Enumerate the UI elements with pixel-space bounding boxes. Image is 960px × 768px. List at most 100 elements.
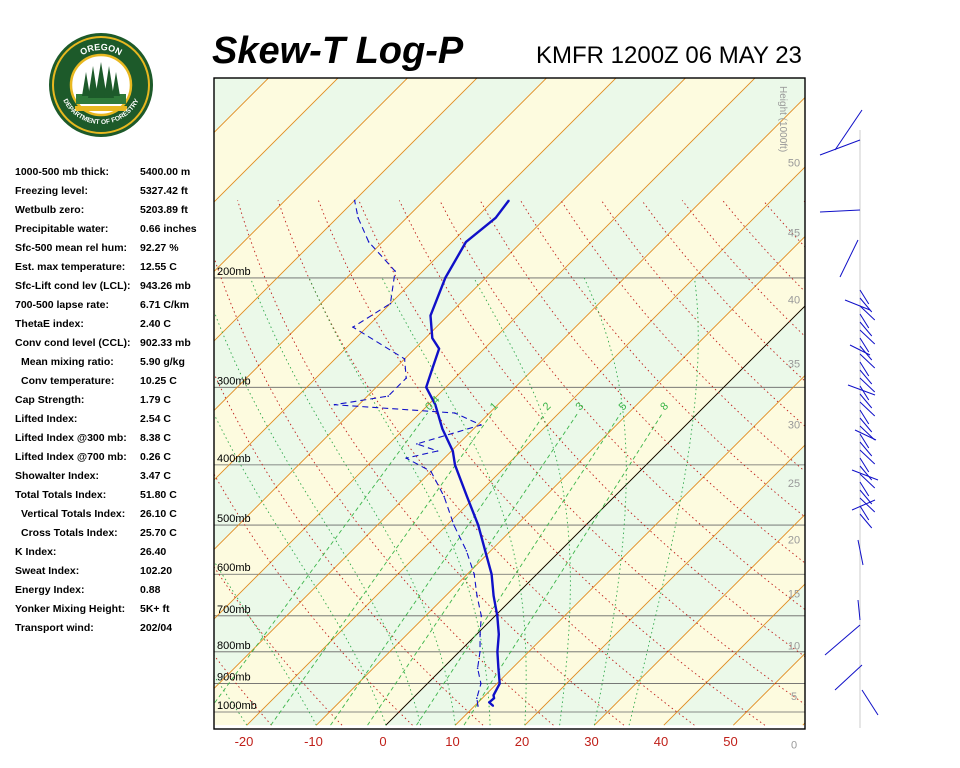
index-label: Energy Index: (15, 584, 85, 596)
pressure-label: 1000mb (217, 700, 257, 712)
dewpoint-point (479, 633, 481, 636)
index-value: 5400.00 m (140, 166, 191, 178)
index-value: 3.47 C (140, 470, 171, 482)
pressure-label: 300mb (217, 375, 251, 387)
temperature-point (431, 337, 434, 339)
wind-barb (859, 361, 870, 377)
index-value: 943.26 mb (140, 280, 191, 292)
dry-adiabat (884, 200, 960, 725)
mixing-ratio-line (330, 412, 546, 726)
dry-adiabat (277, 200, 695, 726)
index-label: 1000-500 mb thick: (15, 166, 109, 178)
temperature-point (498, 633, 500, 636)
index-value: 25.70 C (140, 527, 177, 539)
temperature-point (444, 277, 447, 279)
wind-barb (859, 457, 870, 473)
dry-adiabat (803, 200, 805, 203)
station-time: KMFR 1200Z 06 MAY 23 (536, 42, 802, 69)
index-label: Transport wind: (15, 622, 94, 634)
index-label: Cap Strength: (15, 394, 85, 406)
index-row: Energy Index: 0.88 (15, 584, 215, 603)
index-label: K Index: (15, 546, 57, 558)
height-tick-label: 10 (788, 641, 800, 653)
index-row: Cap Strength: 1.79 C (15, 394, 215, 413)
index-row: Transport wind: 202/04 (15, 622, 215, 641)
index-value: 8.38 C (140, 432, 171, 444)
index-row: Showalter Index: 3.47 C (15, 470, 215, 489)
temperature-point (431, 367, 434, 370)
index-label: Yonker Mixing Height: (15, 603, 126, 615)
chart-title: Skew-T Log-P (212, 30, 464, 72)
wind-barb (839, 239, 859, 278)
wind-barb (834, 109, 863, 151)
dry-adiabat (520, 200, 805, 518)
temperature-tick-label: -10 (304, 734, 323, 749)
index-row: Conv cond level (CCL): 902.33 mb (15, 337, 215, 356)
temperature-point (438, 347, 440, 350)
dry-adiabat (358, 200, 805, 705)
temperature-band (214, 78, 805, 689)
index-value: 1.79 C (140, 394, 171, 406)
temperature-point (494, 217, 497, 219)
index-row: Total Totals Index: 51.80 C (15, 489, 215, 508)
temperature-point (454, 464, 456, 466)
dewpoint-point (353, 199, 356, 202)
temperature-tick-label: 0 (379, 734, 386, 749)
moist-adiabat (308, 277, 491, 726)
temperature-point (498, 682, 501, 685)
temperature-tick-label: 10 (445, 734, 459, 749)
sounding-traces (333, 199, 510, 707)
dewpoint-point (454, 412, 456, 414)
index-row: Precipitable water: 0.66 inches (15, 223, 215, 242)
dewpoint-point (480, 682, 482, 685)
index-label: Freezing level: (15, 185, 88, 197)
index-label: Mean mixing ratio: (21, 356, 114, 368)
height-tick-label: 40 (788, 294, 800, 306)
index-row: Mean mixing ratio: 5.90 g/kg (15, 356, 215, 375)
temperature-point (465, 241, 467, 243)
index-row: Sweat Index: 102.20 (15, 565, 215, 584)
wind-barb (861, 689, 879, 716)
height-tick-label: 5 (791, 691, 797, 703)
wind-barb (859, 329, 876, 345)
index-row: Cross Totals Index: 25.70 C (15, 527, 215, 546)
index-label: Sfc-Lift cond lev (LCL): (15, 280, 131, 292)
index-value: 102.20 (140, 565, 173, 577)
wind-barb (859, 409, 870, 425)
index-value: 0.88 (140, 584, 161, 596)
isotherm-line (214, 78, 339, 203)
dewpoint-point (394, 270, 396, 272)
index-row: ThetaE index: 2.40 C (15, 318, 215, 337)
wind-barb (844, 299, 871, 311)
wind-barb (859, 353, 876, 369)
index-value: 5203.89 ft (140, 204, 188, 216)
dewpoint-point (387, 395, 390, 397)
wind-barb (859, 337, 870, 353)
isotherm-line (214, 78, 617, 481)
dewpoint-point (476, 667, 479, 669)
height-tick-label: 20 (788, 534, 800, 546)
plot-frame (213, 77, 806, 730)
dewpoint-point (405, 457, 408, 459)
index-label: Vertical Totals Index: (21, 508, 126, 520)
wind-barb (824, 624, 861, 656)
index-value: 2.54 C (140, 413, 171, 425)
temperature-point (492, 694, 495, 697)
index-row: Freezing level: 5327.42 ft (15, 185, 215, 204)
height-tick-label: 30 (788, 420, 800, 432)
wind-barb (859, 393, 873, 409)
temperature-point (492, 595, 495, 597)
dewpoint-point (453, 524, 455, 526)
isotherm-line (594, 513, 805, 726)
pressure-label: 500mb (217, 513, 251, 525)
dewpoint-point (403, 358, 406, 360)
wind-barb (859, 345, 873, 361)
index-label: Precipitable water: (15, 223, 109, 235)
dry-adiabat (317, 200, 766, 726)
wind-barb (859, 481, 870, 497)
wind-barb (859, 465, 873, 481)
pressure-label: 400mb (217, 453, 251, 465)
dewpoint-point (430, 470, 432, 473)
dewpoint-point (480, 424, 482, 426)
dewpoint-point (479, 651, 481, 653)
